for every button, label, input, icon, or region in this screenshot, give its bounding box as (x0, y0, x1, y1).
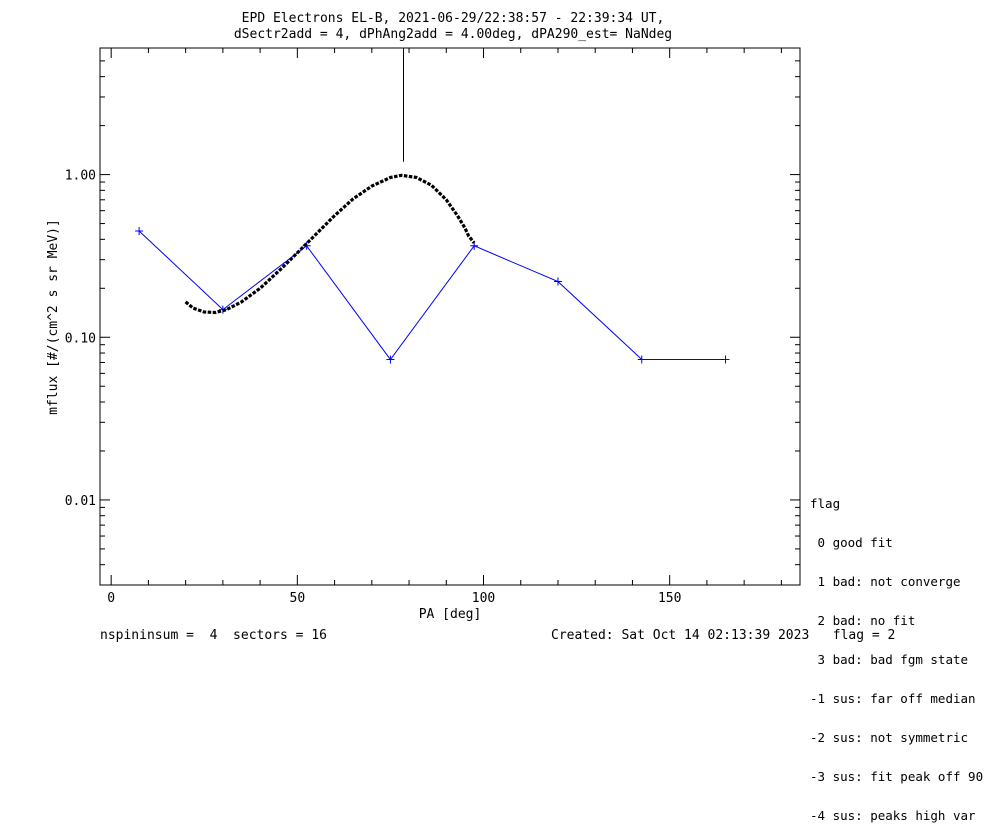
chart-title-line1: EPD Electrons EL-B, 2021-06-29/22:38:57 … (242, 11, 665, 26)
legend-title: flag (810, 496, 841, 511)
legend-item: 2 bad: no fit (810, 613, 916, 628)
data-point-marker (721, 355, 730, 364)
legend-item: 0 good fit (810, 535, 893, 550)
data-point-marker (135, 227, 144, 236)
data-point-marker (637, 355, 646, 364)
x-tick-label: 0 (107, 591, 115, 606)
y-tick-label: 1.00 (65, 169, 96, 184)
x-tick-label: 50 (290, 591, 306, 606)
legend-item: 3 bad: bad fgm state (810, 652, 969, 667)
chart-title-line2: dSectr2add = 4, dPhAng2add = 4.00deg, dP… (234, 27, 672, 42)
data-series-line (138, 230, 726, 361)
flag-legend: flag 0 good fit 1 bad: not converge 2 ba… (810, 471, 983, 835)
footer-right: Created: Sat Oct 14 02:13:39 2023 flag =… (551, 628, 896, 643)
fit-curve (184, 173, 476, 315)
data-point-marker (470, 241, 479, 250)
x-tick-label: 150 (658, 591, 681, 606)
legend-item: -4 sus: peaks high var (810, 808, 976, 823)
legend-item: -3 sus: fit peak off 90 (810, 769, 984, 784)
x-tick-label: 100 (472, 591, 495, 606)
x-axis-label: PA [deg] (419, 607, 482, 622)
y-axis-label: mflux [#/(cm^2 s sr MeV)] (46, 219, 61, 415)
footer-left: nspininsum = 4 sectors = 16 (100, 628, 327, 643)
plot-frame (99, 47, 801, 586)
legend-item: -1 sus: far off median (810, 691, 976, 706)
legend-item: -2 sus: not symmetric (810, 730, 969, 745)
data-point-marker (553, 277, 562, 286)
y-tick-label: 0.01 (65, 494, 96, 509)
legend-item: 1 bad: not converge (810, 574, 961, 589)
data-point-marker (386, 355, 395, 364)
y-tick-label: 0.10 (65, 331, 96, 346)
chart: EPD Electrons EL-B, 2021-06-29/22:38:57 … (46, 11, 801, 622)
